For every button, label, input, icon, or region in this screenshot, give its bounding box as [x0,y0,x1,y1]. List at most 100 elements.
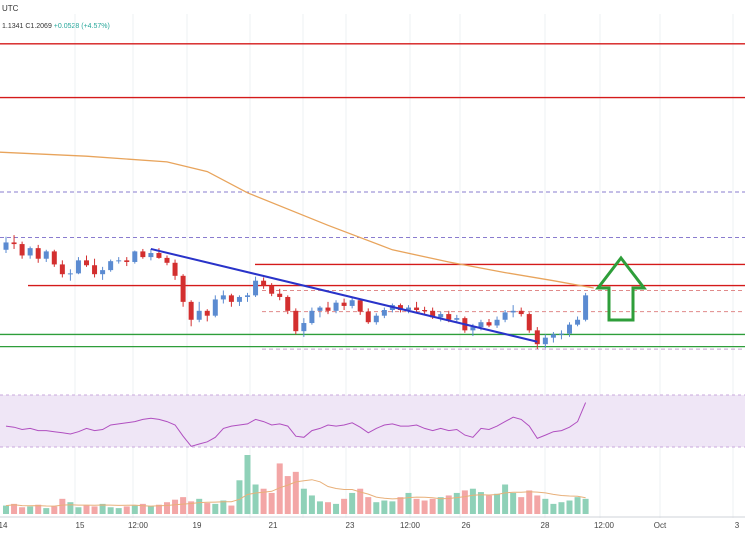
candle-body [333,302,339,311]
volume-bar [445,495,452,514]
candle-body [84,260,89,266]
volume-bar [260,488,267,514]
candle-body [67,273,73,275]
x-tick-label: 23 [346,521,355,530]
candle-body [180,275,186,302]
candle-body [188,301,194,320]
volume-bar [582,498,589,514]
candle-body [381,310,387,316]
volume-bar [27,506,34,514]
candle-body [550,334,556,338]
x-tick-label: 12:00 [400,521,421,530]
volume-bar [83,505,90,514]
volume-bar [421,500,428,514]
volume-bar [365,497,372,514]
volume-bar [558,502,565,514]
volume-bar [228,505,235,514]
volume-bar [469,488,476,514]
candle-body [397,305,403,310]
candle-body [43,251,49,259]
volume-bar [526,490,533,514]
volume-bar [268,492,275,514]
candle-body [518,310,524,315]
candle-body [212,299,218,316]
volume-bar [147,506,154,514]
candle-body [293,310,299,332]
candle-body [204,310,210,316]
volume-bar [510,492,517,514]
candle-body [309,310,315,324]
rsi-panel [0,394,745,448]
trendline-segment [150,247,538,343]
candle-body [261,280,267,286]
candle-body [196,310,202,320]
x-axis: 14 15 12:00 19 21 23 12:00 26 28 12:00 Oct 3 [0,516,745,530]
candle-body [3,242,9,250]
candle-body [301,323,307,332]
volume-bar [3,505,9,514]
candle-body [124,260,130,262]
candle-body [422,310,428,311]
candle-body [75,260,81,274]
volume-bar [292,471,299,514]
volume-bar [357,488,364,514]
volume-bar [220,500,227,514]
candle-body [51,251,57,265]
volume-bar [252,484,259,514]
ohlc-fragment: 1.1341 [2,23,24,30]
volume-bar [276,463,283,514]
volume-bar [429,498,436,514]
volume-bar [413,498,420,514]
volume-bar [389,501,396,514]
candle-body [228,295,234,302]
candle-body [269,285,275,294]
candle-body [575,319,581,325]
volume-bar [534,495,541,514]
volume-bar [341,498,348,514]
candle-body [583,295,589,320]
volume-bar [244,455,251,514]
candle-body [478,322,484,328]
volume-bar [518,497,525,514]
volume-bar [107,507,114,514]
volume-bar [75,507,82,514]
candle-body [494,319,500,326]
volume-bar [300,488,307,514]
up-arrow-icon [594,255,648,322]
volume-bar [35,504,42,514]
candle-body [558,333,564,335]
x-tick-label: Oct [654,521,667,530]
candle-body [510,310,516,313]
horizontal-levels [0,43,745,350]
candle-body [253,280,259,296]
volume-bar [405,492,412,514]
volume-bar [188,501,195,514]
candle-body [236,296,242,302]
candle-body [140,251,146,258]
x-tick-label: 19 [193,521,202,530]
ohlc-readout: 1.1341 C1.2069 +0.0528 (+4.57%) [2,23,110,30]
candle-body [317,307,323,311]
volume-bar [325,502,331,514]
volume-bar [316,501,323,514]
x-tick-label: 26 [462,521,471,530]
candle-body [59,264,65,275]
candle-body [116,260,122,262]
volume-bar [437,497,444,514]
close-value: C1.2069 [25,23,52,30]
volume-bar [349,492,356,514]
candle-body [454,318,460,320]
candle-body [35,248,41,259]
volume-bar [19,507,26,514]
candle-body [567,324,572,334]
volume-bar [502,484,509,514]
x-tick-label: 12:00 [594,521,615,530]
candle-body [245,295,250,297]
moving-average-line [0,151,594,289]
volume-bar [51,506,58,514]
candle-body [365,311,371,323]
rsi-line [5,402,587,447]
volume-bar [212,503,219,514]
volume-bar [43,508,50,514]
